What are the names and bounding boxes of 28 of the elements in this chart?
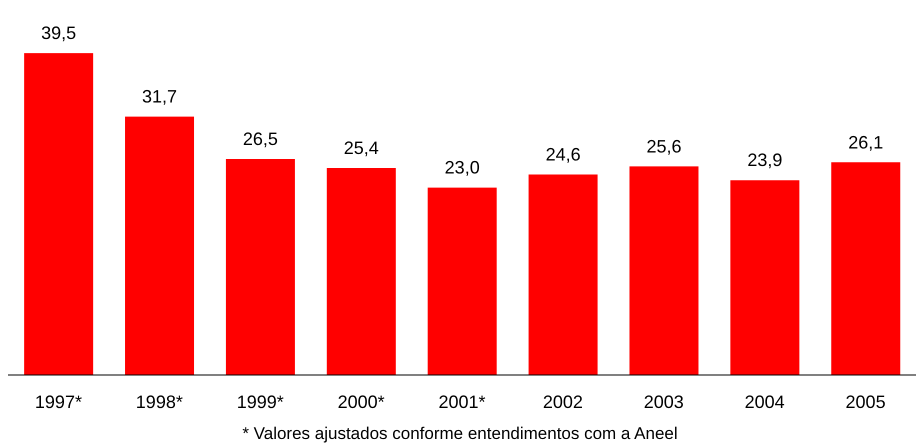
bar	[428, 188, 497, 375]
bar	[24, 53, 94, 375]
bar	[125, 116, 194, 375]
x-tick-label: 2005	[846, 392, 886, 412]
x-tick-label: 2004	[744, 392, 785, 412]
data-label: 26,1	[848, 132, 884, 152]
x-tick-label: 1998*	[136, 392, 183, 412]
data-label: 26,5	[242, 129, 278, 150]
bar	[730, 180, 800, 375]
x-tick-label: 2000*	[338, 392, 385, 412]
data-label: 23,9	[747, 150, 782, 170]
data-label: 23,0	[444, 158, 480, 178]
x-tick-label: 2002	[542, 392, 583, 412]
bar	[629, 166, 698, 375]
bar	[326, 168, 396, 375]
data-label: 39,5	[41, 23, 76, 44]
data-label: 31,7	[142, 86, 178, 107]
x-tick-label: 1999*	[236, 392, 284, 412]
data-label: 24,6	[546, 144, 581, 165]
bar	[831, 162, 900, 375]
data-label: 25,6	[646, 136, 682, 156]
x-tick-label: 1997*	[34, 392, 82, 412]
data-label: 25,4	[344, 138, 379, 158]
bar	[528, 174, 598, 375]
text: * Valores ajustados conforme entendimentos com a Aneel	[241, 424, 679, 444]
x-tick-label: 2001*	[438, 392, 486, 412]
bar	[226, 159, 295, 375]
x-tick-label: 2003	[644, 392, 684, 412]
